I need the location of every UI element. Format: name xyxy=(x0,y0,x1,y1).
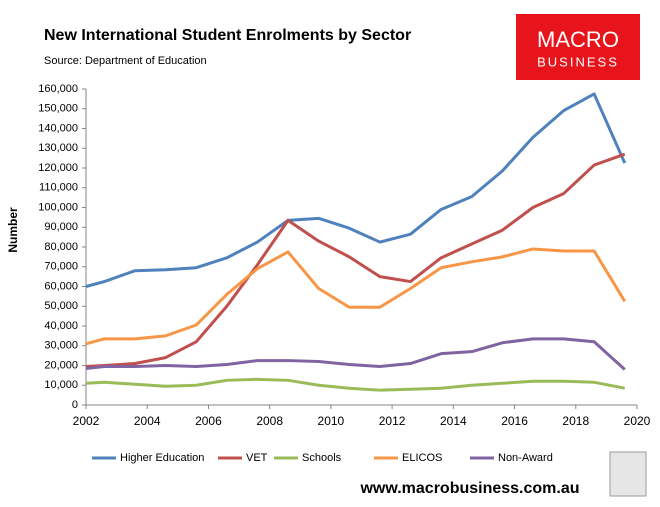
series-line xyxy=(85,337,626,371)
series-line xyxy=(85,377,626,392)
y-tick-label: 30,000 xyxy=(44,340,78,352)
y-tick-label: 20,000 xyxy=(44,359,78,371)
x-tick-label: 2006 xyxy=(195,414,222,428)
y-tick-label: 50,000 xyxy=(44,300,78,312)
y-tick-label: 40,000 xyxy=(44,320,78,332)
logo xyxy=(516,14,640,80)
chart-title: New International Student Enrolments by … xyxy=(44,27,411,44)
x-tick-label: 2008 xyxy=(256,414,283,428)
series-line xyxy=(85,247,627,346)
y-tick-label: 80,000 xyxy=(44,241,78,253)
legend-label: Non-Award xyxy=(498,452,553,464)
legend-label: ELICOS xyxy=(402,452,442,464)
x-tick-label: 2020 xyxy=(624,414,651,428)
y-tick-label: 120,000 xyxy=(38,162,78,174)
y-tick-label: 90,000 xyxy=(44,221,78,233)
y-tick-label: 60,000 xyxy=(44,280,78,292)
x-tick-label: 2016 xyxy=(501,414,528,428)
y-tick-label: 0 xyxy=(72,399,78,411)
chart-subtitle: Source: Department of Education xyxy=(44,55,207,67)
series-line xyxy=(85,152,626,368)
x-tick-label: 2004 xyxy=(134,414,161,428)
x-tick-label: 2012 xyxy=(379,414,406,428)
footer: www.macrobusiness.com.au xyxy=(359,480,579,497)
y-tick-label: 160,000 xyxy=(38,83,78,95)
y-tick-label: 110,000 xyxy=(39,182,78,194)
y-tick-label: 70,000 xyxy=(44,261,78,273)
legend-label: Schools xyxy=(302,452,342,464)
wolf-icon xyxy=(609,451,647,497)
series-line xyxy=(85,92,627,288)
legend-label: Higher Education xyxy=(120,452,204,464)
x-tick-label: 2014 xyxy=(440,414,467,428)
logo-text: BUSINESS xyxy=(537,54,619,69)
y-tick-label: 10,000 xyxy=(44,379,78,391)
x-tick-label: 2002 xyxy=(73,414,100,428)
y-tick-label: 100,000 xyxy=(38,201,78,213)
y-axis-label: Number xyxy=(6,207,20,253)
legend-label: VET xyxy=(246,452,268,464)
y-tick-label: 150,000 xyxy=(38,103,78,115)
x-tick-label: 2018 xyxy=(562,414,589,428)
logo-text: MACRO xyxy=(537,27,619,52)
x-tick-label: 2010 xyxy=(318,414,345,428)
y-tick-label: 130,000 xyxy=(38,142,78,154)
y-tick-label: 140,000 xyxy=(38,122,78,134)
